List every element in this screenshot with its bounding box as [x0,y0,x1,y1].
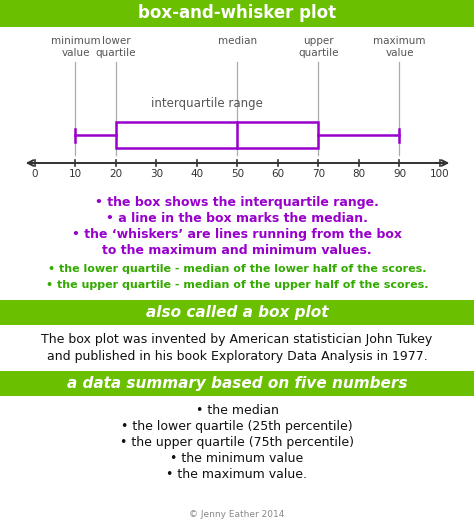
Text: 0: 0 [32,169,38,179]
Text: © Jenny Eather 2014: © Jenny Eather 2014 [189,510,285,519]
Text: minimum
value: minimum value [51,36,100,58]
Text: • the ‘whiskers’ are lines running from the box: • the ‘whiskers’ are lines running from … [72,228,402,241]
Text: 20: 20 [109,169,123,179]
Text: upper
quartile: upper quartile [298,36,339,58]
Bar [0,0,474,27]
Text: also called a box plot: also called a box plot [146,305,328,320]
Text: • the upper quartile - median of the upper half of the scores.: • the upper quartile - median of the upp… [46,280,428,290]
Text: • the lower quartile - median of the lower half of the scores.: • the lower quartile - median of the low… [48,264,426,274]
Text: 30: 30 [150,169,163,179]
Text: maximum
value: maximum value [373,36,426,58]
Text: 90: 90 [393,169,406,179]
Text: median: median [218,36,257,46]
Text: 40: 40 [191,169,203,179]
Text: 10: 10 [69,169,82,179]
Bar [0,300,474,325]
Text: • the minimum value: • the minimum value [170,452,304,465]
Text: lower
quartile: lower quartile [96,36,136,58]
Text: 60: 60 [272,169,284,179]
Text: interquartile range: interquartile range [151,97,263,110]
Text: • the upper quartile (75th percentile): • the upper quartile (75th percentile) [120,436,354,449]
Bar [116,122,319,148]
Text: • the median: • the median [196,404,278,417]
Text: • the maximum value.: • the maximum value. [166,468,308,481]
Bar [0,371,474,396]
Text: to the maximum and minimum values.: to the maximum and minimum values. [102,244,372,257]
Text: • the lower quartile (25th percentile): • the lower quartile (25th percentile) [121,420,353,433]
Text: box-and-whisker plot: box-and-whisker plot [138,5,336,23]
Text: and published in his book Exploratory Data Analysis in 1977.: and published in his book Exploratory Da… [46,350,428,363]
Text: a data summary based on five numbers: a data summary based on five numbers [67,376,407,391]
Text: • the box shows the interquartile range.: • the box shows the interquartile range. [95,196,379,209]
Text: The box plot was invented by American statistician John Tukey: The box plot was invented by American st… [41,333,433,346]
Text: 50: 50 [231,169,244,179]
Text: 80: 80 [353,169,365,179]
Text: • a line in the box marks the median.: • a line in the box marks the median. [106,212,368,225]
Text: 70: 70 [312,169,325,179]
Text: 100: 100 [430,169,450,179]
